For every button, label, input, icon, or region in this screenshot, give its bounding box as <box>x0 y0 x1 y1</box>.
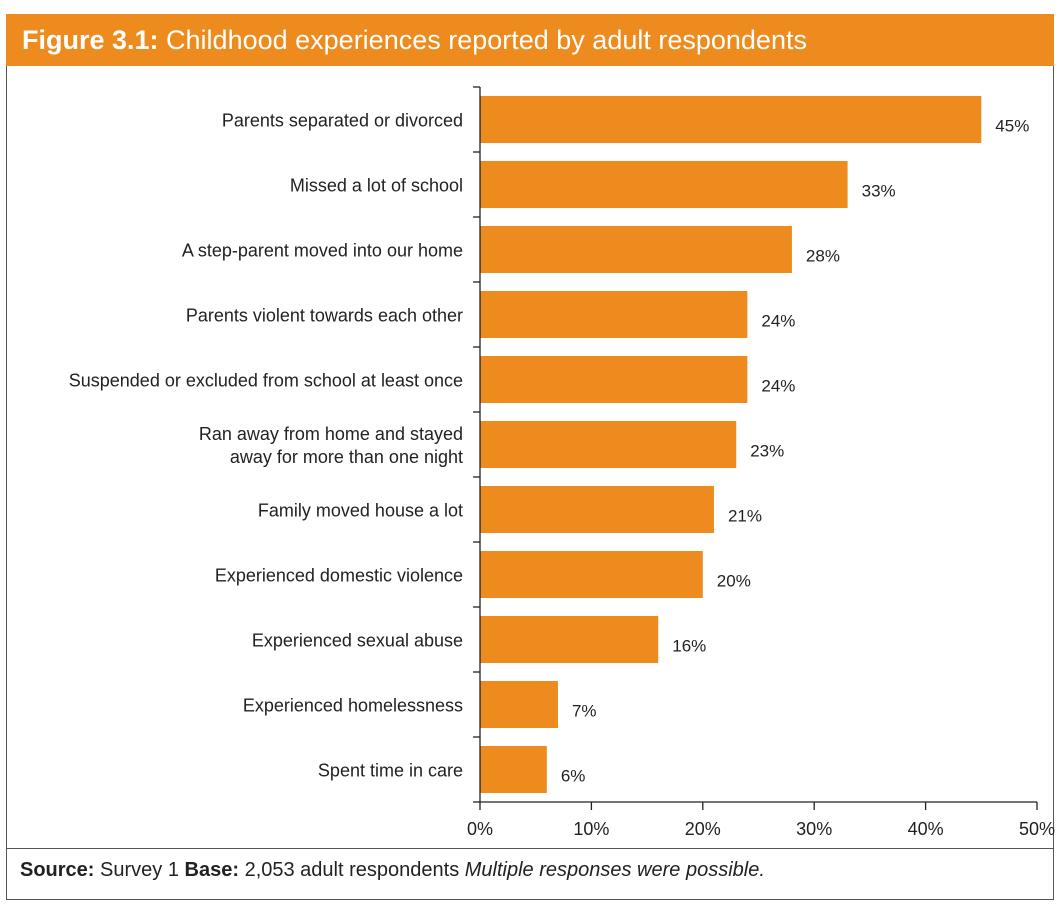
x-tick-label: 30% <box>796 819 832 839</box>
category-label: Parents separated or divorced <box>222 111 463 131</box>
base-label: Base: <box>184 859 240 881</box>
x-tick-label: 40% <box>908 819 944 839</box>
base-value: 2,053 adult respondents <box>244 859 460 881</box>
bar <box>480 161 848 208</box>
bar <box>480 746 547 793</box>
figure-footer: Source: Survey 1 Base: 2,053 adult respo… <box>20 856 765 884</box>
bar-value-label: 33% <box>862 182 896 201</box>
category-label: Family moved house a lot <box>258 501 463 521</box>
bar-value-label: 7% <box>572 702 597 721</box>
bar <box>480 226 792 273</box>
footnote: Multiple responses were possible. <box>464 859 765 881</box>
bar <box>480 616 659 663</box>
category-label: Experienced domestic violence <box>215 566 463 586</box>
bar <box>480 356 748 403</box>
bar-value-label: 23% <box>750 442 784 461</box>
bar-value-label: 24% <box>761 377 795 396</box>
category-label: Spent time in care <box>318 761 463 781</box>
bar <box>480 486 714 533</box>
x-tick-label: 50% <box>1019 819 1055 839</box>
figure-header: Figure 3.1: Childhood experiences report… <box>6 14 1054 66</box>
category-label: Missed a lot of school <box>290 176 463 196</box>
figure-title: Figure 3.1: Childhood experiences report… <box>22 24 807 56</box>
category-label: Suspended or excluded from school at lea… <box>69 371 463 391</box>
bar-value-label: 16% <box>672 637 706 656</box>
bar <box>480 551 703 598</box>
bar <box>480 291 748 338</box>
category-label: Experienced sexual abuse <box>252 631 463 651</box>
category-label: A step-parent moved into our home <box>182 241 463 261</box>
figure-number: Figure 3.1: <box>22 25 159 55</box>
bar-value-label: 24% <box>761 312 795 331</box>
category-label: Parents violent towards each other <box>186 306 463 326</box>
bar-value-label: 45% <box>995 117 1029 136</box>
bar-value-label: 28% <box>806 247 840 266</box>
bar <box>480 96 982 143</box>
bar <box>480 681 558 728</box>
category-label: Ran away from home and stayed away for mo… <box>199 424 463 467</box>
x-tick-label: 20% <box>685 819 721 839</box>
category-label: Experienced homelessness <box>243 696 463 716</box>
source-label: Source: <box>20 859 95 881</box>
bar-value-label: 6% <box>561 767 586 786</box>
bar-value-label: 20% <box>717 572 751 591</box>
bar <box>480 421 737 468</box>
x-tick-label: 10% <box>573 819 609 839</box>
source-value: Survey 1 <box>100 859 179 881</box>
footer-divider <box>6 848 1054 849</box>
figure-title-text: Childhood experiences reported by adult … <box>166 25 807 55</box>
x-tick-label: 0% <box>467 819 493 839</box>
bar-value-label: 21% <box>728 507 762 526</box>
